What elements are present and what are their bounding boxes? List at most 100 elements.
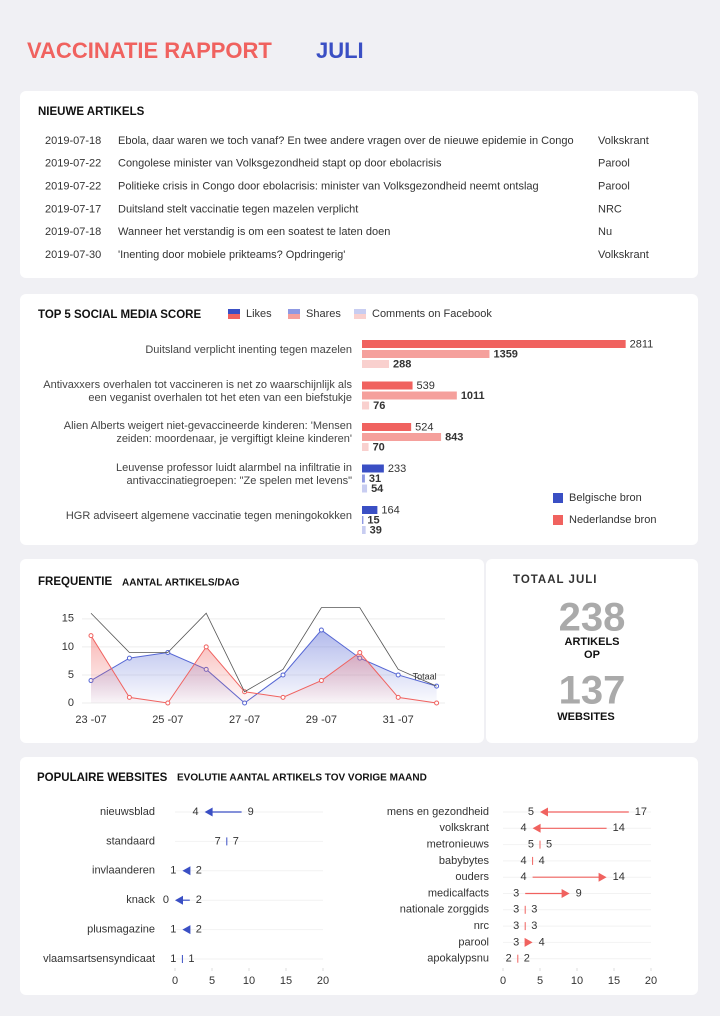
value-label: 3	[513, 920, 519, 932]
bar	[362, 526, 366, 534]
value-label: 164	[381, 504, 399, 516]
total-label: ARTIKELS OP	[564, 636, 620, 661]
category-label-box: Alien Alberts weigert niet-gevaccineerde…	[63, 420, 352, 445]
point	[280, 672, 286, 678]
category-label: babybytes	[439, 855, 490, 867]
table-cell: Volkskrant	[598, 135, 649, 147]
value-label: 4	[520, 822, 526, 834]
value-label: 4	[539, 936, 545, 948]
arrow-head	[532, 823, 541, 833]
area	[91, 635, 437, 703]
category-label-box: Antivaxxers overhalen tot vaccineren is …	[43, 379, 352, 404]
line	[90, 635, 437, 704]
category-label-box: Duitsland verplicht inenting tegen mazel…	[145, 343, 352, 356]
value-label: 5	[528, 839, 534, 851]
series-label: Totaal	[413, 672, 437, 682]
point	[395, 694, 401, 700]
table-cell: 2019-07-30	[45, 249, 101, 261]
bar	[362, 391, 457, 400]
total-number: 238	[559, 596, 626, 640]
x-tick-label: 0	[172, 975, 178, 987]
value-label: 2	[506, 953, 512, 965]
bar	[362, 474, 365, 483]
legend-swatch	[288, 314, 300, 319]
point	[357, 650, 363, 655]
value-label: 39	[370, 524, 382, 536]
x-tick-label: 25 -07	[152, 714, 183, 726]
value-label: 0	[163, 894, 169, 906]
x-tick-label: 0	[500, 975, 506, 987]
category-label: Alien Alberts weigert niet-gevaccineerde…	[63, 420, 352, 445]
value-label: 2	[524, 953, 530, 965]
table-cell: 2019-07-17	[45, 203, 101, 215]
total-label-box: ARTIKELS OP	[564, 636, 620, 661]
line	[90, 629, 437, 704]
section-title: POPULAIRE WEBSITES	[37, 772, 168, 784]
value-label: 539	[417, 380, 435, 392]
table-cell: Parool	[598, 181, 630, 193]
value-label: 76	[373, 400, 385, 412]
x-tick-label: 23 -07	[75, 714, 106, 726]
bar	[362, 381, 413, 390]
value-label: 9	[248, 806, 254, 818]
month: JULI	[316, 38, 364, 63]
value-label: 2	[196, 865, 202, 877]
table-cell: Wanneer het verstandig is om een soatest…	[118, 226, 390, 238]
value-label: 1	[170, 865, 176, 877]
category-label-box: Leuvense professor luidt alarmbel na inf…	[116, 462, 352, 487]
arrow-head	[204, 807, 213, 817]
totals-title: TOTAAL JULI	[513, 574, 597, 586]
value-label: 843	[445, 431, 463, 443]
value-label: 4	[539, 855, 545, 867]
legend-swatch	[354, 309, 366, 314]
value-label: 4	[520, 855, 526, 867]
value-label: 3	[513, 887, 519, 899]
value-label: 7	[233, 835, 239, 847]
legend-swatch	[553, 493, 563, 503]
y-tick-label: 5	[68, 669, 74, 681]
value-label: 54	[371, 483, 384, 495]
legend-label: Shares	[306, 308, 341, 320]
bar	[362, 464, 384, 473]
value-label: 1	[170, 924, 176, 936]
total-label: WEBSITES	[557, 711, 614, 723]
value-label: 31	[369, 473, 381, 485]
value-label: 70	[373, 441, 385, 453]
category-label: nieuwsblad	[100, 806, 155, 818]
category-label: vlaamsartsensyndicaat	[43, 953, 155, 965]
category-label: nationale zorggids	[400, 904, 490, 916]
legend-label: Comments on Facebook	[372, 308, 492, 320]
legend-label: Nederlandse bron	[569, 514, 656, 526]
table-cell: 2019-07-18	[45, 226, 101, 238]
value-label: 1359	[493, 348, 517, 360]
table-cell: Ebola, daar waren we toch vanaf? En twee…	[118, 135, 574, 147]
category-label: knack	[126, 894, 155, 906]
chart-title: TOP 5 SOCIAL MEDIA SCORE	[38, 309, 201, 321]
category-label: metronieuws	[427, 839, 490, 851]
bar	[362, 340, 626, 348]
legend-swatch	[354, 314, 366, 319]
card	[486, 559, 698, 743]
point	[318, 678, 324, 684]
table-cell: Nu	[598, 226, 612, 238]
value-label: 3	[513, 936, 519, 948]
x-tick-label: 5	[209, 975, 215, 987]
category-label: Duitsland verplicht inenting tegen mazel…	[145, 343, 352, 356]
legend-swatch	[228, 309, 240, 314]
table-cell: Politieke crisis in Congo door ebolacris…	[118, 181, 539, 193]
x-tick-label: 31 -07	[383, 714, 414, 726]
x-tick-label: 29 -07	[306, 714, 337, 726]
bar	[362, 360, 390, 368]
x-tick-label: 10	[571, 975, 583, 987]
category-label: HGR adviseert algemene vaccinatie tegen …	[65, 509, 352, 522]
bar	[362, 484, 368, 493]
value-label: 524	[415, 421, 433, 433]
category-label: mens en gezondheid	[387, 806, 489, 818]
arrow-head	[175, 895, 183, 905]
table-cell: 2019-07-22	[45, 181, 101, 193]
value-label: 1	[188, 953, 194, 965]
value-label: 288	[393, 358, 411, 370]
arrow-head	[524, 937, 533, 947]
value-label: 5	[546, 839, 552, 851]
value-label: 4	[520, 871, 526, 883]
